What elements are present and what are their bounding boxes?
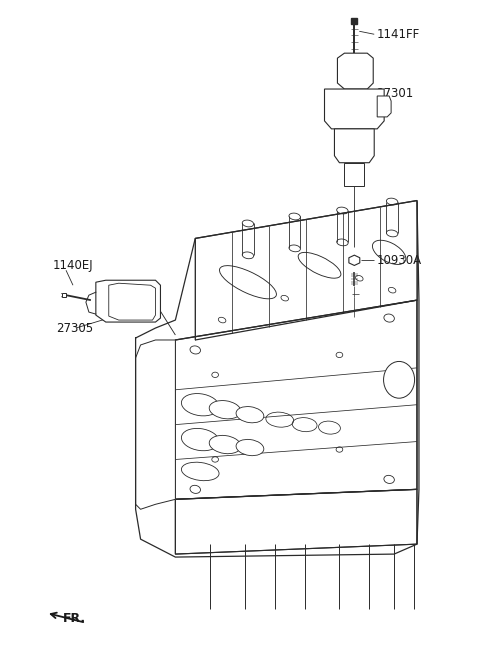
Polygon shape — [136, 340, 175, 509]
Ellipse shape — [236, 440, 264, 456]
Polygon shape — [175, 300, 417, 499]
Ellipse shape — [209, 435, 241, 454]
Ellipse shape — [236, 407, 264, 423]
Ellipse shape — [181, 428, 219, 451]
Polygon shape — [337, 53, 373, 89]
Polygon shape — [324, 89, 384, 129]
Polygon shape — [96, 280, 160, 322]
Text: 27301: 27301 — [377, 87, 414, 99]
Text: FR.: FR. — [63, 613, 86, 625]
Polygon shape — [349, 255, 360, 266]
Ellipse shape — [384, 362, 415, 398]
Ellipse shape — [181, 394, 219, 416]
Text: 1141FF: 1141FF — [377, 28, 420, 41]
Ellipse shape — [181, 462, 219, 480]
Polygon shape — [136, 201, 417, 539]
Polygon shape — [175, 489, 417, 554]
Polygon shape — [344, 163, 364, 186]
Polygon shape — [335, 129, 374, 163]
Polygon shape — [377, 96, 391, 117]
Text: 27305: 27305 — [56, 321, 93, 335]
Text: 1140EJ: 1140EJ — [53, 259, 94, 272]
Ellipse shape — [209, 401, 241, 419]
Text: 10930A: 10930A — [377, 254, 422, 267]
